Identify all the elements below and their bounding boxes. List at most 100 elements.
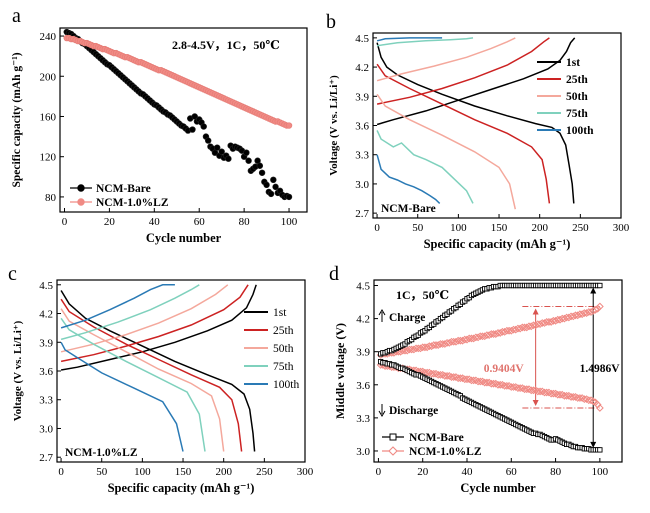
panel-b-discharge-curve-50th [376,93,517,210]
panel-d-point-lz [401,346,409,355]
panel-a-point-bare [205,137,212,144]
panel-d-point-lz [533,320,542,329]
panel-d-point-lz [449,373,458,381]
panel-a-frame [59,27,308,213]
panel-c-discharge-curve-50th [60,308,225,452]
panel-d-point-lz [527,322,536,331]
panel-d-point-lz [545,318,553,326]
panel-d-point-lz [522,323,531,332]
panel-a-point-bare [272,183,279,191]
panel-d-point-lz [580,395,589,404]
panel-d-point-lz [525,385,533,394]
panel-d-point-lz [502,381,511,390]
panel-d-point-lz [438,340,447,348]
panel-d-point-lz [449,337,458,346]
panel-d-point-lz [529,386,538,395]
panel-b-ytick-label: 2.7 [355,208,369,220]
panel-d-ylabel: Middle voltage (V) [333,323,347,419]
panel-d-point-lz [556,315,564,324]
panel-d-frame [373,279,623,463]
panel-d-arrowhead [532,308,539,315]
panel-d-ytick-label: 4.5 [356,281,370,293]
panel-a-ytick-label: 120 [40,152,57,164]
panel-d-point-lz [509,325,518,334]
panel-d-point-lz [467,334,476,343]
panel-d-point-lz [571,311,580,320]
panel-b-charge-curve-50th [376,37,516,82]
panel-c-ytick-label: 4.5 [39,280,53,292]
panel-d-point-lz [569,312,578,321]
panel-d-point-lz [443,338,451,347]
panel-d-point-lz [522,385,531,394]
panel-d-point-lz [562,391,571,400]
panel-d-point-lz [591,305,600,314]
discharge-arrow-icon [378,404,386,417]
panel-d-point-lz [474,333,482,342]
panel-b-legend-label: 50th [566,91,588,103]
panel-d-legend-marker [388,446,398,456]
panel-d-point-lz [580,309,589,317]
panel-d-point-bare [597,282,603,289]
panel-b-xtick-label: 150 [491,222,508,234]
panel-d-point-lz [465,375,474,384]
panel-d-point-lz [547,318,556,326]
panel-d-point-lz [531,321,540,330]
panel-c-discharge-curve-25th [60,298,243,452]
panel-c-legend-label: 25th [273,325,294,337]
panel-d-point-lz [436,370,445,379]
panel-d-point-lz [542,388,551,397]
panel-d-delta-lz: 0.9404V [484,363,525,375]
panel-c-xtick-label: 300 [297,466,314,478]
panel-d-point-lz [489,379,498,388]
panel-d-point-lz [403,346,412,355]
panel-b-sample-label: NCM-Bare [381,203,436,215]
panel-d-point-lz [545,388,553,397]
panel-c-frame [56,279,306,463]
panel-a-legend-marker [77,198,85,206]
panel-d-point-lz [432,369,440,378]
panel-b-ytick-label: 4.5 [355,33,369,45]
panel-b-legend-label: 1st [566,57,580,69]
panel-b-legend-label: 100th [566,125,594,137]
panel-d-point-lz [434,341,443,349]
panel-d-point-lz [584,396,593,405]
panel-b-legend-label: 25th [566,74,588,86]
panel-d-point-lz [483,331,491,340]
panel-d-point-lz [593,304,602,313]
panel-d-legend-label: NCM-Bare [409,432,464,444]
panel-a-ylabel: Specific capacity (mAh g⁻¹) [11,52,23,187]
panel-a-xtick-label: 40 [149,216,161,228]
panel-c-legend-label: 75th [273,361,294,373]
panel-d-point-lz [556,390,564,399]
panel-d-xtick-label: 40 [462,466,474,478]
panel-d-ytick-label: 3.0 [356,446,370,458]
panel-c-letter: c [8,263,17,285]
panel-d-legend-marker [389,433,397,441]
panel-d-point-lz [525,322,533,331]
panel-a-point-bare [267,190,275,198]
panel-b-xtick-label: 50 [412,222,424,234]
panel-a-xtick-label: 60 [194,216,206,228]
panel-c-xlabel: Specific capacity (mAh g⁻¹) [108,481,255,495]
panel-a-point-bare [213,144,221,151]
panel-d-point-lz [509,383,518,391]
panel-a-ytick-label: 160 [40,111,57,123]
panel-d-point-lz [587,396,595,405]
panel-d-point-lz [458,336,467,345]
panel-d-point-lz [584,308,593,316]
panel-c-xtick-label: 0 [58,466,64,478]
panel-d-point-lz [443,372,451,380]
panel-b-ytick-label: 4.2 [355,62,369,74]
panel-c-discharge-curve-100th [60,341,184,452]
panel-d-xlabel: Cycle number [460,481,536,495]
panel-d-point-lz [452,337,460,346]
panel-c-ytick-label: 3.9 [39,337,53,349]
panel-d-ytick-label: 4.2 [356,314,370,326]
panel-b-ytick-label: 3.0 [355,179,369,191]
panel-d-point-lz [576,310,584,319]
panel-a-letter: a [12,5,21,27]
panel-a-point-bare [218,148,225,155]
panel-d-point-lz [421,343,429,352]
charge-arrow-icon [378,309,386,322]
panel-d-point-lz [458,374,467,383]
